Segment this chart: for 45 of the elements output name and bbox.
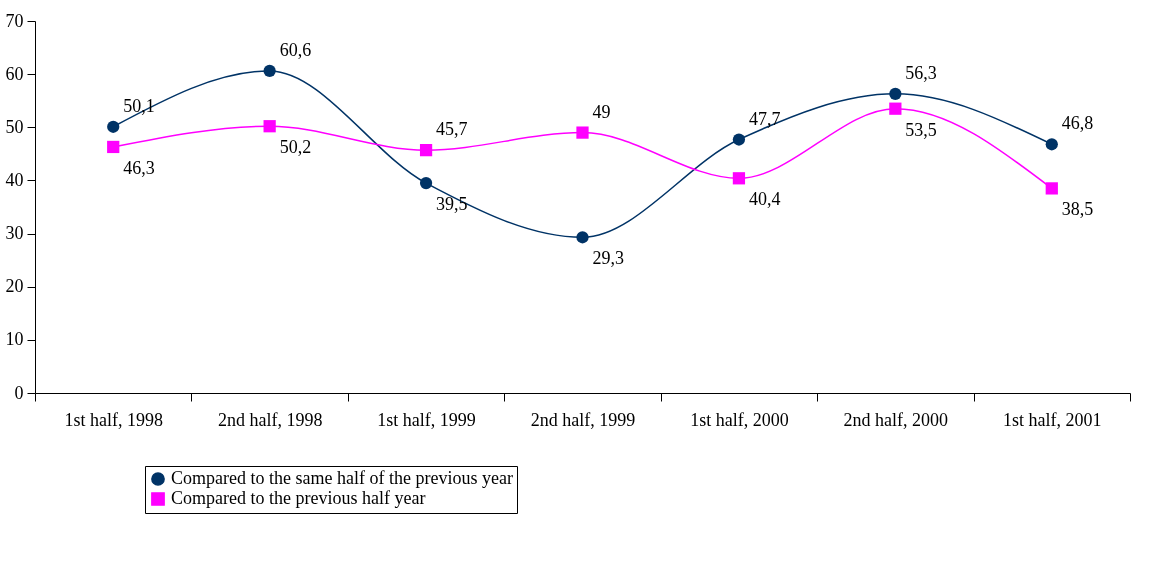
y-tick-label: 20	[5, 276, 24, 297]
point	[263, 64, 276, 78]
x-tick-label: 1st half, 2000	[690, 409, 789, 430]
x-tick-label: 1st half, 1998	[64, 409, 163, 430]
data-label: 50,2	[279, 137, 312, 158]
data-label: 50,1	[123, 95, 155, 116]
point	[1045, 138, 1058, 151]
point	[107, 140, 120, 154]
y-tick-label: 0	[14, 382, 24, 403]
point	[263, 120, 276, 133]
point	[576, 231, 589, 244]
x-tick-label: 2nd half, 2000	[843, 409, 949, 430]
legend-label: Compared to the previous half year	[171, 488, 426, 508]
point	[889, 102, 902, 115]
point	[732, 172, 746, 185]
y-tick-label: 60	[5, 63, 24, 84]
x-tick-label: 1st half, 1999	[377, 409, 476, 430]
point	[889, 87, 902, 100]
data-label: 39,5	[436, 194, 468, 215]
data-label: 38,5	[1061, 199, 1094, 220]
x-tick-label: 2nd half, 1998	[217, 409, 323, 430]
y-tick-label: 10	[5, 329, 24, 350]
legend-label: Compared to the same half of the previous year	[171, 468, 513, 488]
data-label: 49	[592, 101, 611, 122]
data-label: 29,3	[592, 248, 624, 269]
y-tick-label: 70	[5, 10, 24, 31]
point	[419, 176, 433, 190]
data-label: 46,8	[1061, 113, 1094, 134]
data-label: 45,7	[436, 119, 468, 140]
x-tick-label: 1st half, 2001	[1003, 409, 1102, 430]
point	[576, 126, 589, 139]
data-label: 53,5	[905, 119, 937, 140]
data-label: 46,3	[123, 157, 155, 178]
data-label: 47,7	[748, 108, 781, 129]
x-tick-label: 2nd half, 1999	[530, 409, 636, 430]
point	[107, 120, 120, 133]
data-label: 56,3	[905, 62, 937, 83]
y-tick-label: 40	[5, 169, 24, 190]
y-tick-label: 50	[5, 116, 24, 137]
point	[1045, 182, 1058, 195]
point	[732, 133, 746, 146]
data-label: 40,4	[748, 189, 781, 210]
point	[419, 144, 433, 157]
data-label: 60,6	[279, 39, 312, 60]
y-tick-label: 30	[5, 223, 24, 244]
